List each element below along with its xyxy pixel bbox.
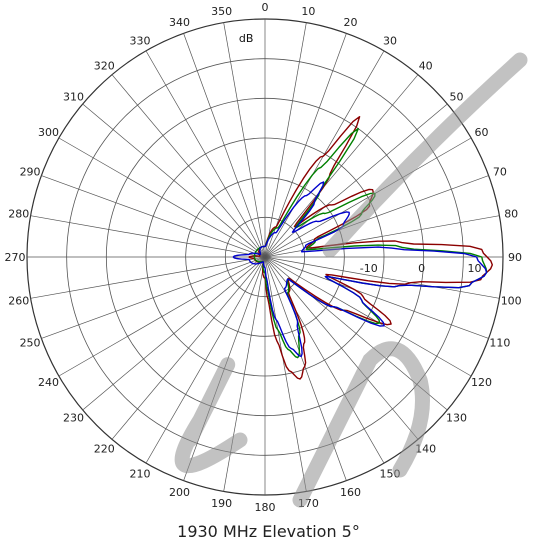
angle-tick-label: 60 — [475, 126, 489, 139]
grid-spoke — [41, 256, 266, 339]
angle-tick-label: 310 — [63, 90, 84, 103]
angle-tick-label: 50 — [450, 90, 464, 103]
grid-spoke — [41, 175, 266, 258]
angle-tick-label: 230 — [63, 412, 84, 425]
angle-tick-label: 120 — [471, 376, 492, 389]
grid-spoke — [30, 256, 266, 299]
angle-tick-label: 260 — [8, 294, 29, 307]
angle-tick-label: 110 — [489, 337, 510, 350]
grid-spoke — [264, 215, 500, 258]
pattern-series-2 — [232, 181, 488, 358]
angle-tick-label: 220 — [94, 443, 115, 456]
angle-tick-label: 160 — [340, 486, 361, 499]
angle-tick-label: 20 — [344, 16, 358, 29]
grid-spoke — [111, 256, 266, 440]
grid-spoke — [58, 137, 266, 258]
grid-spoke — [183, 33, 266, 258]
polar-grid — [26, 18, 504, 496]
grid-spoke — [264, 33, 347, 258]
angle-tick-label: 350 — [211, 5, 232, 18]
angle-tick-label: 330 — [130, 34, 151, 47]
grid-spoke — [264, 256, 307, 492]
grid-spoke — [264, 74, 419, 258]
grid-spoke — [58, 256, 266, 377]
angle-tick-label: 10 — [301, 5, 315, 18]
angle-tick-label: 340 — [169, 16, 190, 29]
radial-tick-label: 0 — [418, 262, 425, 275]
angle-tick-label: 320 — [94, 59, 115, 72]
radial-unit-label: dB — [239, 32, 254, 45]
grid-spoke — [82, 103, 266, 258]
angle-tick-label: 240 — [38, 376, 59, 389]
angle-tick-label: 30 — [383, 34, 397, 47]
angle-tick-label: 90 — [508, 251, 522, 264]
angle-tick-label: 200 — [169, 486, 190, 499]
pattern-series — [232, 116, 493, 380]
grid-spoke — [264, 256, 472, 377]
angle-tick-label: 0 — [262, 1, 269, 14]
radial-tick-label: -10 — [360, 262, 378, 275]
grid-spoke — [145, 256, 266, 464]
radial-tick-label: 10 — [468, 262, 482, 275]
angle-tick-label: 250 — [20, 337, 41, 350]
angle-tick-label: 70 — [493, 165, 507, 178]
grid-spoke — [111, 74, 266, 258]
angle-tick-label: 300 — [38, 126, 59, 139]
angle-tick-label: 210 — [130, 468, 151, 481]
grid-spoke — [264, 137, 472, 258]
grid-spoke — [145, 50, 266, 258]
angle-tick-label: 190 — [211, 497, 232, 510]
angle-tick-label: 130 — [446, 412, 467, 425]
grid-spoke — [264, 256, 419, 440]
grid-spoke — [264, 22, 307, 258]
grid-spoke — [264, 256, 489, 339]
grid-spoke — [223, 22, 266, 258]
grid-spoke — [264, 175, 489, 258]
angle-tick-label: 270 — [5, 251, 26, 264]
angle-tick-label: 80 — [504, 208, 518, 221]
angle-tick-label: 40 — [419, 59, 433, 72]
angle-tick-label: 280 — [8, 208, 29, 221]
angle-tick-label: 180 — [255, 501, 276, 514]
grid-spoke — [30, 215, 266, 258]
grid-spoke — [264, 256, 500, 299]
db-labels: -10 0 10 — [360, 262, 482, 275]
watermark — [174, 52, 528, 508]
chart-title: 1930 MHz Elevation 5° — [177, 522, 360, 541]
grid-spoke — [82, 256, 266, 411]
angle-labels: 0 102030405060708090100110120130140150160… — [5, 1, 523, 514]
angle-tick-label: 290 — [20, 165, 41, 178]
angle-tick-label: 100 — [501, 294, 522, 307]
